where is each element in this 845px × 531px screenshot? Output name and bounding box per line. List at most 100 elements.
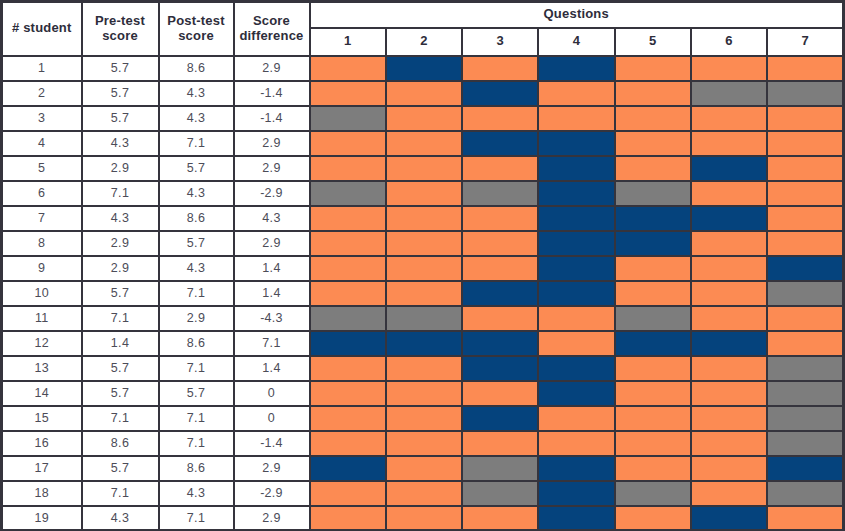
question-6-result-cell [691, 206, 767, 231]
score-difference-cell: 4.3 [234, 206, 310, 231]
question-7-result-cell [767, 406, 843, 431]
question-3-result-cell [462, 431, 538, 456]
question-2-result-cell [386, 456, 462, 481]
table-row: 35.74.3-1.4 [2, 106, 844, 131]
score-difference-cell: -1.4 [234, 431, 310, 456]
question-2-header: 2 [386, 28, 462, 56]
student-number-cell: 1 [2, 56, 82, 81]
student-number-cell: 15 [2, 406, 82, 431]
pretest-score-cell: 4.3 [82, 131, 159, 156]
student-number-cell: 4 [2, 131, 82, 156]
student-number-cell: 18 [2, 481, 82, 506]
table-row: 105.77.11.4 [2, 281, 844, 306]
question-7-result-cell [767, 156, 843, 181]
question-4-result-cell [538, 56, 614, 81]
question-3-result-cell [462, 256, 538, 281]
question-4-result-cell [538, 331, 614, 356]
pretest-score-cell: 7.1 [82, 306, 159, 331]
table-header: # student Pre-test score Post-test score… [2, 2, 844, 56]
table-row: 187.14.3-2.9 [2, 481, 844, 506]
posttest-score-cell: 8.6 [159, 56, 234, 81]
question-3-header: 3 [462, 28, 538, 56]
question-1-result-cell [310, 131, 386, 156]
score-difference-cell: -2.9 [234, 481, 310, 506]
question-4-result-cell [538, 106, 614, 131]
question-5-result-cell [615, 206, 691, 231]
score-difference-cell: 2.9 [234, 231, 310, 256]
question-6-result-cell [691, 456, 767, 481]
question-7-result-cell [767, 481, 843, 506]
table-row: 157.17.10 [2, 406, 844, 431]
question-3-result-cell [462, 81, 538, 106]
question-3-result-cell [462, 156, 538, 181]
question-3-result-cell [462, 181, 538, 206]
question-6-result-cell [691, 81, 767, 106]
score-difference-cell: 7.1 [234, 331, 310, 356]
question-5-result-cell [615, 231, 691, 256]
posttest-score-cell: 5.7 [159, 381, 234, 406]
question-1-result-cell [310, 306, 386, 331]
question-7-header: 7 [767, 28, 843, 56]
header-row-top: # student Pre-test score Post-test score… [2, 2, 844, 28]
question-1-result-cell [310, 231, 386, 256]
student-number-cell: 6 [2, 181, 82, 206]
question-5-result-cell [615, 81, 691, 106]
question-5-result-cell [615, 306, 691, 331]
question-4-result-cell [538, 131, 614, 156]
question-2-result-cell [386, 56, 462, 81]
question-6-result-cell [691, 356, 767, 381]
posttest-score-cell: 7.1 [159, 131, 234, 156]
question-1-result-cell [310, 81, 386, 106]
question-5-result-cell [615, 331, 691, 356]
table-row: 67.14.3-2.9 [2, 181, 844, 206]
question-7-result-cell [767, 206, 843, 231]
question-5-result-cell [615, 181, 691, 206]
question-4-result-cell [538, 506, 614, 531]
question-1-result-cell [310, 356, 386, 381]
question-1-result-cell [310, 106, 386, 131]
pretest-score-cell: 2.9 [82, 256, 159, 281]
score-difference-cell: -4.3 [234, 306, 310, 331]
question-2-result-cell [386, 281, 462, 306]
question-5-result-cell [615, 256, 691, 281]
student-number-cell: 19 [2, 506, 82, 531]
score-difference-cell: 2.9 [234, 156, 310, 181]
student-number-cell: 9 [2, 256, 82, 281]
student-number-cell: 12 [2, 331, 82, 356]
question-7-result-cell [767, 306, 843, 331]
question-7-result-cell [767, 256, 843, 281]
question-3-result-cell [462, 506, 538, 531]
question-7-result-cell [767, 131, 843, 156]
score-difference-cell: -2.9 [234, 181, 310, 206]
question-6-result-cell [691, 256, 767, 281]
question-1-header: 1 [310, 28, 386, 56]
student-number-cell: 17 [2, 456, 82, 481]
question-6-result-cell [691, 281, 767, 306]
question-4-result-cell [538, 256, 614, 281]
question-6-result-cell [691, 381, 767, 406]
posttest-score-cell: 4.3 [159, 106, 234, 131]
pretest-score-cell: 5.7 [82, 106, 159, 131]
table-row: 82.95.72.9 [2, 231, 844, 256]
student-number-cell: 7 [2, 206, 82, 231]
posttest-score-cell: 7.1 [159, 506, 234, 531]
question-7-result-cell [767, 506, 843, 531]
question-3-result-cell [462, 306, 538, 331]
pretest-score-cell: 1.4 [82, 331, 159, 356]
question-1-result-cell [310, 331, 386, 356]
posttest-score-cell: 4.3 [159, 481, 234, 506]
question-6-result-cell [691, 181, 767, 206]
question-1-result-cell [310, 381, 386, 406]
col-header-student: # student [2, 2, 82, 56]
question-3-result-cell [462, 481, 538, 506]
question-2-result-cell [386, 106, 462, 131]
table-row: 92.94.31.4 [2, 256, 844, 281]
question-5-result-cell [615, 381, 691, 406]
posttest-score-cell: 8.6 [159, 456, 234, 481]
student-number-cell: 3 [2, 106, 82, 131]
student-number-cell: 5 [2, 156, 82, 181]
table-row: 15.78.62.9 [2, 56, 844, 81]
table-row: 168.67.1-1.4 [2, 431, 844, 456]
posttest-score-cell: 7.1 [159, 356, 234, 381]
question-6-result-cell [691, 131, 767, 156]
